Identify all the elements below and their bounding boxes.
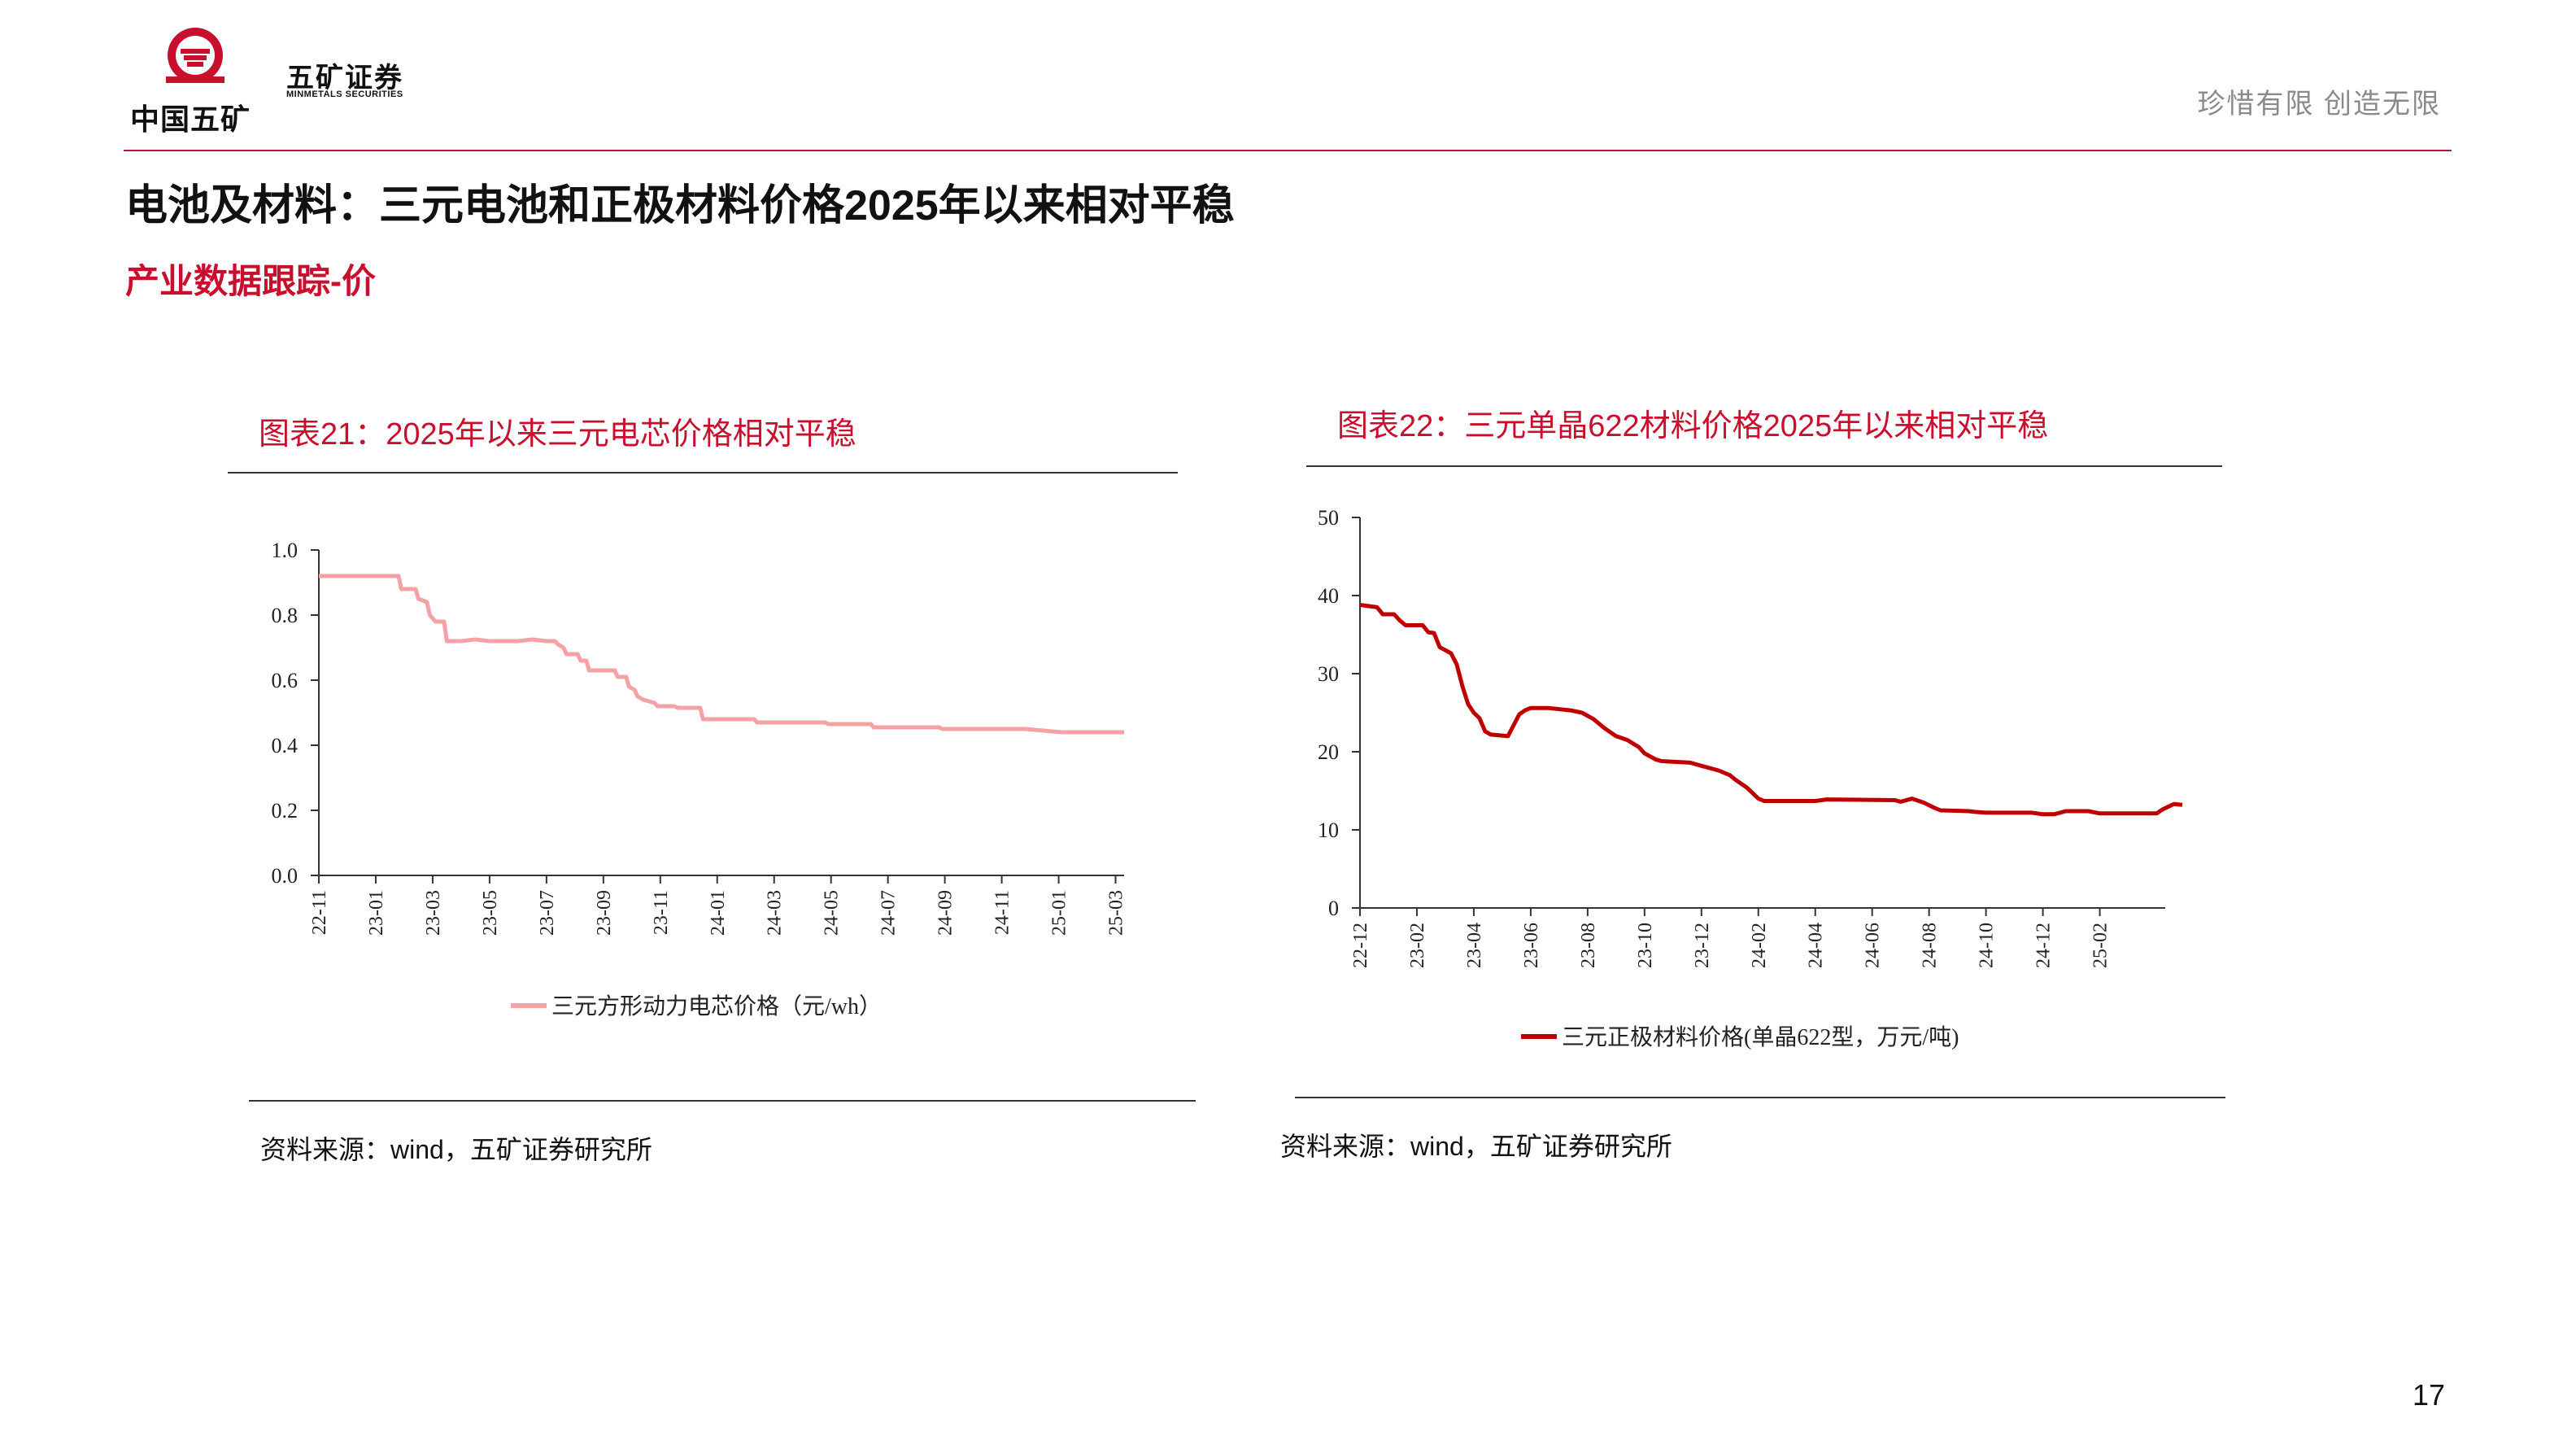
chart-1-legend-label: 三元方形动力电芯价格（元/wh） — [551, 993, 882, 1019]
chart-2-y-tick-label: 30 — [1318, 662, 1339, 686]
chart-1-y-tick-label: 0.8 — [272, 604, 299, 627]
chart-2-svg: 0 10 20 30 40 50 22-12 23-02 23-04 23-06 23-08 23-1… — [1318, 506, 2183, 1050]
chart-1-x-tick-label: 25-03 — [1106, 890, 1127, 936]
chart-2-x-tick-label: 23-06 — [1521, 923, 1542, 968]
chart-2-x-tick-label: 25-02 — [2090, 923, 2112, 968]
chart-2-x-tick-label: 24-02 — [1749, 923, 1770, 968]
chart-1-x-tick-label: 23-01 — [366, 890, 387, 936]
slogan: 珍惜有限 创造无限 — [2197, 89, 2441, 120]
chart-2-x-tick-label: 24-08 — [1920, 923, 1941, 968]
header-divider — [124, 150, 2452, 151]
chart-1-svg: 0.0 0.2 0.4 0.6 0.8 1.0 22-11 23-01 23-03 23-05 23… — [272, 539, 1127, 1019]
page-number: 17 — [2413, 1378, 2446, 1412]
chart-1-x-tick-label: 23-05 — [480, 890, 501, 936]
chart-2-y-tick-label: 40 — [1318, 584, 1339, 608]
chart-2-legend-label: 三元正极材料价格(单晶622型，万元/吨) — [1562, 1024, 1959, 1050]
brand-name: 五矿证券 — [286, 63, 403, 94]
chart-1-x-tick-label: 24-09 — [935, 890, 957, 936]
chart-2-y-tick-label: 50 — [1318, 506, 1339, 530]
chart-2-x-tick-label: 24-10 — [1977, 923, 1998, 968]
chart-2-x-tick-label: 24-04 — [1806, 923, 1827, 968]
chart-1-y-tick-label: 0.6 — [272, 669, 299, 692]
chart-2-y-tick-label: 20 — [1318, 740, 1339, 764]
chart-2-series-line — [1359, 603, 2183, 817]
chart-1-x-tick-label: 23-07 — [537, 890, 558, 936]
chart-2-x-tick-label: 24-12 — [2033, 923, 2055, 968]
chart-1-x-tick-label: 24-11 — [992, 890, 1013, 935]
chart-1-x-tick-label: 23-03 — [423, 890, 444, 936]
chart-1-bottom-rule — [249, 1100, 1196, 1102]
chart-2-x-tick-label: 23-08 — [1578, 923, 1599, 968]
chart-2-x-tick-label: 22-12 — [1350, 923, 1371, 968]
chart-1-y-tick-label: 0.0 — [272, 864, 299, 888]
page-subtitle: 产业数据跟踪-价 — [125, 262, 376, 300]
chart-1-x-tick-label: 24-05 — [822, 890, 843, 936]
chart-2-x-tick-label: 23-04 — [1464, 923, 1485, 968]
chart-1-x-tick-label: 24-07 — [878, 890, 900, 936]
chart-1-y-tick-label: 0.2 — [272, 799, 299, 823]
chart-2-bottom-rule — [1295, 1097, 2225, 1098]
chart-1-title: 图表21：2025年以来三元电芯价格相对平稳 — [259, 417, 856, 452]
chart-2-x-tick-label: 23-12 — [1692, 923, 1713, 968]
logo-text: 中国五矿 — [130, 103, 251, 136]
chart-1-x-tick-label: 24-01 — [708, 890, 729, 936]
chart-1-x-tick-label: 24-03 — [765, 890, 786, 936]
chart-2-title: 图表22：三元单晶622材料价格2025年以来相对平稳 — [1337, 409, 2049, 443]
chart-2-y-tick-label: 10 — [1318, 818, 1339, 842]
chart-2-x-tick-label: 23-10 — [1635, 923, 1656, 968]
chart-2-top-rule — [1306, 465, 2222, 467]
chart-1-x-tick-label: 23-09 — [594, 890, 615, 936]
chart-2-x-tick-label: 23-02 — [1407, 923, 1428, 968]
chart-1-x-tick-label: 22-11 — [309, 890, 330, 935]
chart-1-y-tick-label: 0.4 — [272, 734, 299, 757]
chart-2-y-tick-label: 0 — [1328, 897, 1339, 920]
chart-2-x-tick-label: 24-06 — [1863, 923, 1884, 968]
minmetals-logo-emblem-icon — [166, 28, 224, 83]
chart-1-x-tick-label: 25-01 — [1049, 890, 1070, 936]
chart-1-source: 资料来源：wind，五矿证券研究所 — [260, 1135, 652, 1164]
chart-1-x-tick-label: 23-11 — [651, 890, 672, 935]
chart-1-series-line — [319, 574, 1124, 735]
page-title: 电池及材料：三元电池和正极材料价格2025年以来相对平稳 — [125, 182, 1235, 229]
chart-2-source: 资料来源：wind，五矿证券研究所 — [1280, 1132, 1672, 1161]
chart-1-y-tick-label: 1.0 — [272, 539, 299, 562]
chart-1-top-rule — [228, 472, 1178, 474]
brand-name-en: MINMETALS SECURITIES — [286, 89, 403, 99]
